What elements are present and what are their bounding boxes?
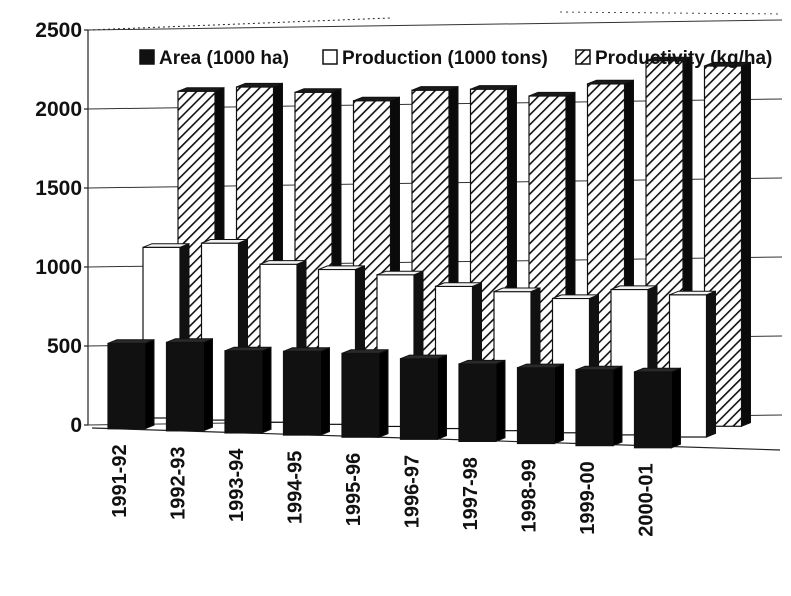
bars bbox=[107, 56, 751, 449]
bar bbox=[458, 359, 506, 443]
bar bbox=[399, 354, 447, 441]
y-tick-label: 500 bbox=[47, 335, 82, 358]
bar bbox=[516, 363, 564, 445]
x-tick-label: 1995-96 bbox=[343, 453, 365, 526]
legend-swatch bbox=[139, 49, 155, 65]
bar bbox=[107, 339, 155, 430]
y-tick-label: 1500 bbox=[35, 177, 82, 200]
legend-label: Productivity (kg/ha) bbox=[595, 48, 772, 69]
x-tick-label: 1999-00 bbox=[577, 461, 599, 534]
legend: Area (1000 ha) Production (1000 tons) Prod… bbox=[139, 48, 772, 69]
legend-swatch bbox=[322, 49, 338, 65]
x-tick-label: 1991-92 bbox=[109, 444, 131, 517]
y-tick-label: 0 bbox=[70, 414, 82, 437]
x-tick-label: 1998-99 bbox=[519, 459, 541, 532]
legend-item: Production (1000 tons) bbox=[322, 48, 548, 69]
bar bbox=[224, 346, 272, 434]
legend-swatch bbox=[575, 49, 591, 65]
gridline bbox=[87, 19, 783, 31]
bar bbox=[668, 290, 716, 438]
legend-item: Area (1000 ha) bbox=[139, 48, 289, 69]
y-axis: 0 500 1000 1500 2000 2500 bbox=[35, 19, 88, 437]
bar bbox=[341, 349, 389, 438]
y-tick-label: 1000 bbox=[35, 256, 82, 279]
legend-label: Area (1000 ha) bbox=[159, 48, 289, 69]
x-tick-label: 1996-97 bbox=[402, 455, 424, 528]
bar bbox=[282, 346, 330, 436]
x-tick-label: 1992-93 bbox=[168, 447, 190, 520]
bar bbox=[165, 338, 213, 432]
y-tick-label: 2500 bbox=[35, 19, 82, 42]
x-tick-label: 2000-01 bbox=[636, 463, 658, 536]
x-tick-label: 1993-94 bbox=[226, 448, 248, 522]
bar bbox=[633, 367, 681, 449]
legend-label: Production (1000 tons) bbox=[342, 48, 548, 69]
x-tick-label: 1997-98 bbox=[460, 457, 482, 530]
x-tick-label: 1994-95 bbox=[285, 451, 307, 524]
bar bbox=[575, 365, 623, 447]
legend-item: Productivity (kg/ha) bbox=[575, 48, 772, 69]
x-axis: 1991-92 1992-93 1993-94 1994-95 1995-96 1996-… bbox=[109, 444, 658, 536]
y-tick-label: 2000 bbox=[35, 98, 82, 121]
